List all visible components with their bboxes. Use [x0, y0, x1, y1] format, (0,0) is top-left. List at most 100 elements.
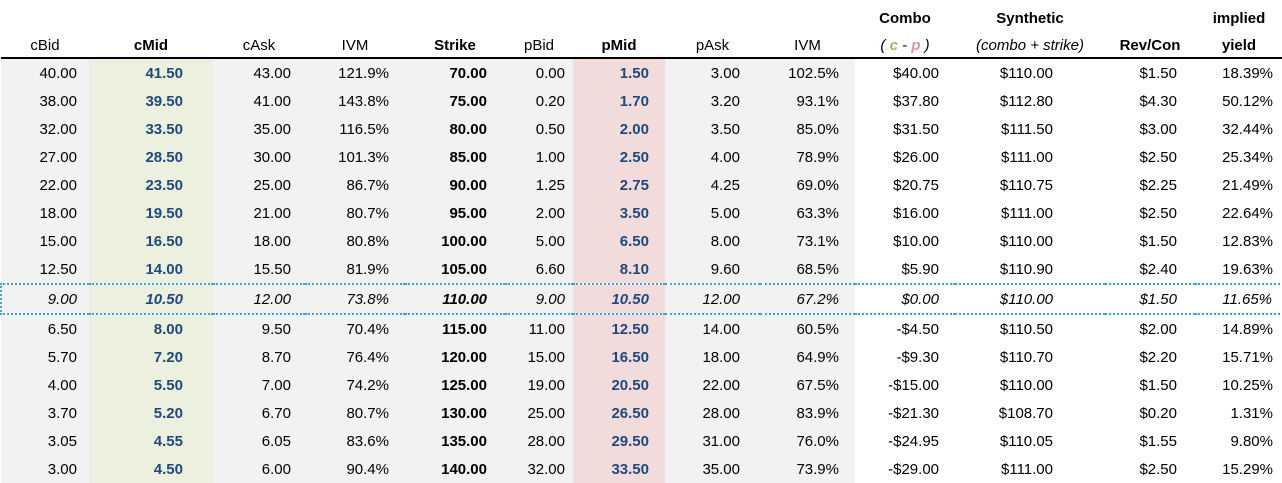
header-top-rev-con[interactable]: [1105, 0, 1195, 27]
cell-pBid[interactable]: 11.00: [505, 314, 573, 343]
cell-cMid[interactable]: 19.50: [89, 199, 213, 227]
cell-implied-yield[interactable]: 14.89%: [1195, 314, 1282, 343]
cell-ivm-call[interactable]: 80.7%: [305, 199, 405, 227]
cell-implied-yield[interactable]: 12.83%: [1195, 227, 1282, 255]
cell-cMid[interactable]: 5.20: [89, 399, 213, 427]
header-top-cAsk[interactable]: [213, 0, 305, 27]
cell-pBid[interactable]: 25.00: [505, 399, 573, 427]
cell-strike[interactable]: 75.00: [405, 87, 505, 115]
cell-ivm-put[interactable]: 64.9%: [760, 343, 855, 371]
header-synthetic[interactable]: (combo + strike): [955, 27, 1105, 59]
cell-combo[interactable]: -$21.30: [855, 399, 955, 427]
cell-cAsk[interactable]: 6.70: [213, 399, 305, 427]
cell-pAsk[interactable]: 8.00: [665, 227, 760, 255]
cell-strike[interactable]: 140.00: [405, 455, 505, 483]
cell-ivm-call[interactable]: 80.7%: [305, 399, 405, 427]
cell-ivm-call[interactable]: 74.2%: [305, 371, 405, 399]
cell-ivm-put[interactable]: 73.1%: [760, 227, 855, 255]
cell-synthetic[interactable]: $110.00: [955, 227, 1105, 255]
cell-rev-con[interactable]: $1.50: [1105, 58, 1195, 87]
cell-pBid[interactable]: 1.00: [505, 143, 573, 171]
cell-cBid[interactable]: 4.00: [1, 371, 89, 399]
cell-pMid[interactable]: 16.50: [573, 343, 665, 371]
header-top-synthetic[interactable]: Synthetic: [955, 0, 1105, 27]
cell-synthetic[interactable]: $110.70: [955, 343, 1105, 371]
cell-ivm-call[interactable]: 121.9%: [305, 58, 405, 87]
cell-implied-yield[interactable]: 22.64%: [1195, 199, 1282, 227]
cell-implied-yield[interactable]: 50.12%: [1195, 87, 1282, 115]
cell-implied-yield[interactable]: 9.80%: [1195, 427, 1282, 455]
cell-pBid[interactable]: 19.00: [505, 371, 573, 399]
cell-ivm-put[interactable]: 60.5%: [760, 314, 855, 343]
cell-ivm-put[interactable]: 102.5%: [760, 58, 855, 87]
cell-cAsk[interactable]: 25.00: [213, 171, 305, 199]
cell-ivm-put[interactable]: 68.5%: [760, 255, 855, 284]
cell-combo[interactable]: $5.90: [855, 255, 955, 284]
cell-pMid[interactable]: 6.50: [573, 227, 665, 255]
cell-pMid[interactable]: 33.50: [573, 455, 665, 483]
cell-strike[interactable]: 70.00: [405, 58, 505, 87]
cell-combo[interactable]: $0.00: [855, 283, 955, 315]
cell-cAsk[interactable]: 21.00: [213, 199, 305, 227]
cell-strike[interactable]: 125.00: [405, 371, 505, 399]
cell-cMid[interactable]: 23.50: [89, 171, 213, 199]
cell-cAsk[interactable]: 12.00: [213, 283, 305, 315]
header-ivm-call[interactable]: IVM: [305, 27, 405, 59]
cell-ivm-put[interactable]: 67.5%: [760, 371, 855, 399]
cell-cAsk[interactable]: 6.00: [213, 455, 305, 483]
cell-cBid[interactable]: 15.00: [1, 227, 89, 255]
cell-pAsk[interactable]: 35.00: [665, 455, 760, 483]
cell-rev-con[interactable]: $1.55: [1105, 427, 1195, 455]
cell-strike[interactable]: 115.00: [405, 314, 505, 343]
cell-rev-con[interactable]: $1.50: [1105, 283, 1195, 315]
cell-ivm-call[interactable]: 116.5%: [305, 115, 405, 143]
cell-ivm-put[interactable]: 69.0%: [760, 171, 855, 199]
cell-cMid[interactable]: 7.20: [89, 343, 213, 371]
cell-strike[interactable]: 95.00: [405, 199, 505, 227]
cell-rev-con[interactable]: $2.50: [1105, 199, 1195, 227]
cell-pMid[interactable]: 8.10: [573, 255, 665, 284]
cell-pMid[interactable]: 1.70: [573, 87, 665, 115]
cell-synthetic[interactable]: $110.05: [955, 427, 1105, 455]
cell-ivm-call[interactable]: 101.3%: [305, 143, 405, 171]
cell-ivm-call[interactable]: 83.6%: [305, 427, 405, 455]
cell-cMid[interactable]: 14.00: [89, 255, 213, 284]
cell-cBid[interactable]: 3.00: [1, 455, 89, 483]
header-top-strike[interactable]: [405, 0, 505, 27]
cell-ivm-put[interactable]: 78.9%: [760, 143, 855, 171]
cell-cAsk[interactable]: 6.05: [213, 427, 305, 455]
cell-cBid[interactable]: 38.00: [1, 87, 89, 115]
cell-implied-yield[interactable]: 1.31%: [1195, 399, 1282, 427]
cell-pAsk[interactable]: 14.00: [665, 314, 760, 343]
cell-synthetic[interactable]: $110.00: [955, 371, 1105, 399]
cell-implied-yield[interactable]: 21.49%: [1195, 171, 1282, 199]
cell-strike[interactable]: 90.00: [405, 171, 505, 199]
cell-implied-yield[interactable]: 18.39%: [1195, 58, 1282, 87]
cell-pBid[interactable]: 9.00: [505, 283, 573, 315]
cell-pBid[interactable]: 2.00: [505, 199, 573, 227]
header-top-pBid[interactable]: [505, 0, 573, 27]
cell-rev-con[interactable]: $3.00: [1105, 115, 1195, 143]
cell-cAsk[interactable]: 30.00: [213, 143, 305, 171]
cell-strike[interactable]: 130.00: [405, 399, 505, 427]
cell-synthetic[interactable]: $108.70: [955, 399, 1105, 427]
cell-pAsk[interactable]: 18.00: [665, 343, 760, 371]
cell-cMid[interactable]: 16.50: [89, 227, 213, 255]
cell-cBid[interactable]: 32.00: [1, 115, 89, 143]
cell-implied-yield[interactable]: 32.44%: [1195, 115, 1282, 143]
cell-cAsk[interactable]: 41.00: [213, 87, 305, 115]
cell-pMid[interactable]: 12.50: [573, 314, 665, 343]
cell-rev-con[interactable]: $2.50: [1105, 455, 1195, 483]
cell-cMid[interactable]: 28.50: [89, 143, 213, 171]
cell-pMid[interactable]: 10.50: [573, 283, 665, 315]
cell-cBid[interactable]: 5.70: [1, 343, 89, 371]
cell-ivm-call[interactable]: 80.8%: [305, 227, 405, 255]
cell-ivm-call[interactable]: 70.4%: [305, 314, 405, 343]
cell-synthetic[interactable]: $111.00: [955, 199, 1105, 227]
cell-cBid[interactable]: 3.70: [1, 399, 89, 427]
header-pAsk[interactable]: pAsk: [665, 27, 760, 59]
cell-cMid[interactable]: 4.50: [89, 455, 213, 483]
cell-pBid[interactable]: 15.00: [505, 343, 573, 371]
cell-pBid[interactable]: 28.00: [505, 427, 573, 455]
cell-pMid[interactable]: 2.00: [573, 115, 665, 143]
